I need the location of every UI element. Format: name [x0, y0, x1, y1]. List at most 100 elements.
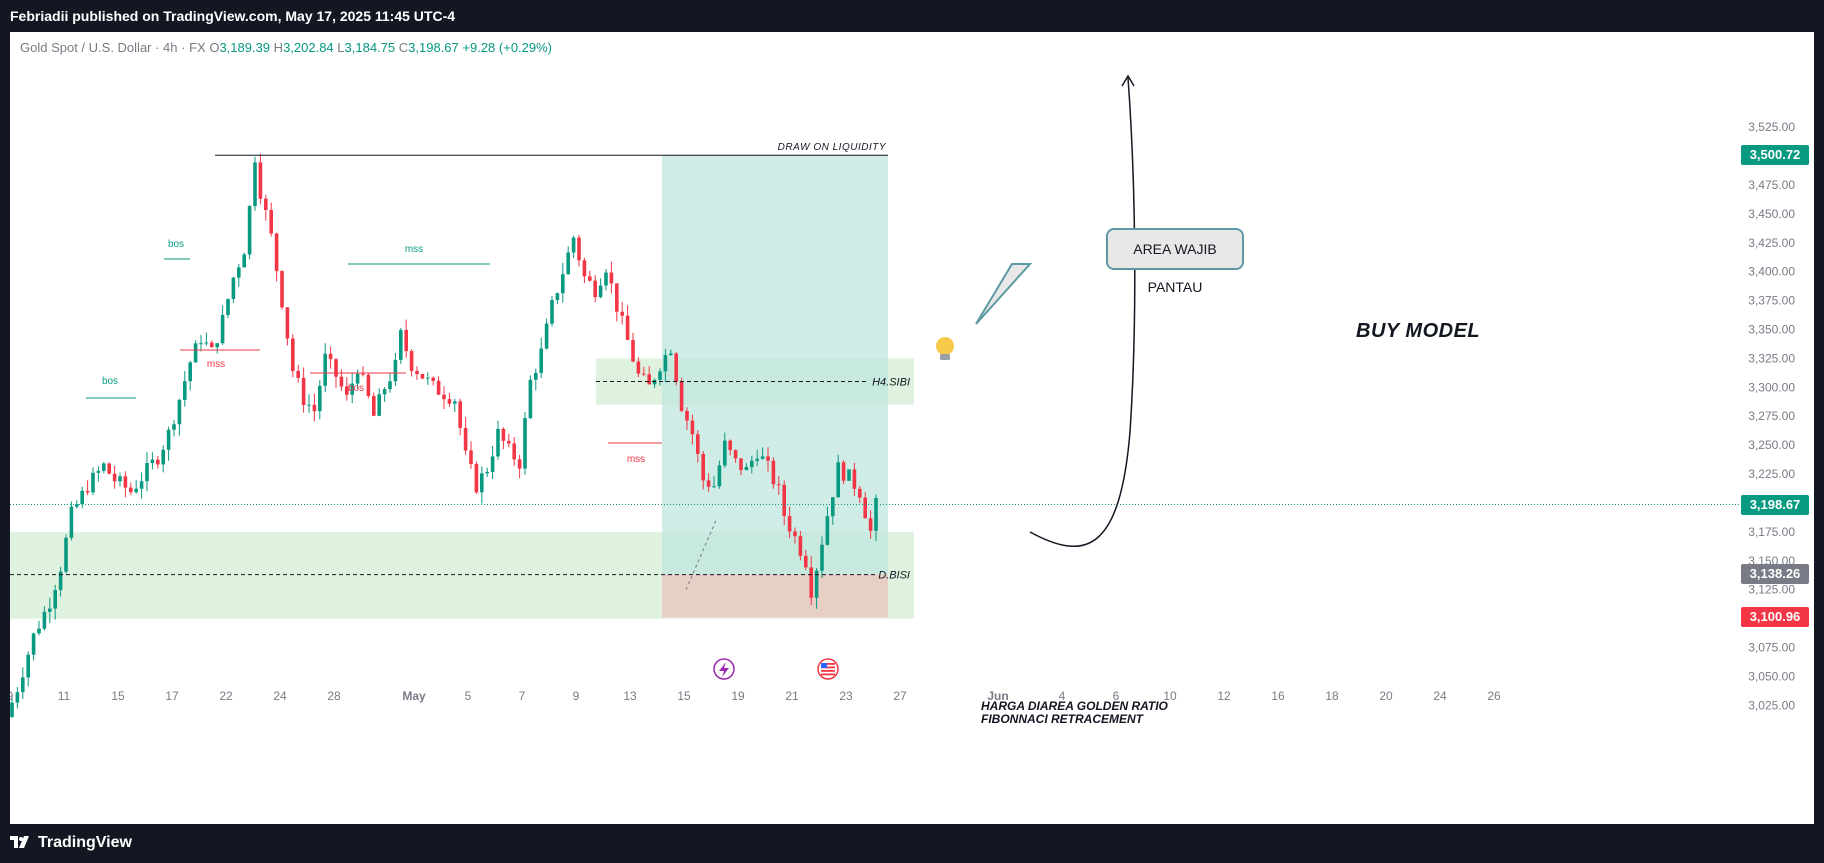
candle-body [393, 359, 398, 382]
note-line-2: FIBONNACI RETRACEMENT [981, 712, 1143, 726]
lightbulb-base [940, 354, 950, 360]
bos-label-1: bos [102, 376, 118, 387]
y-tick-label: 3,275.00 [1748, 409, 1795, 423]
candle-body [215, 343, 219, 348]
candlestick-chart[interactable]: 3,025.003,050.003,075.003,100.003,125.00… [10, 32, 1814, 824]
candle-body [507, 440, 511, 444]
candle-body [334, 359, 338, 377]
candle [728, 439, 732, 456]
candle [593, 275, 597, 303]
tradingview-brand: TradingView [38, 834, 132, 851]
candle-body [372, 396, 376, 416]
candle [393, 352, 398, 386]
tradingview-logo-icon [10, 836, 29, 848]
candle-body [345, 386, 349, 395]
candle [706, 473, 711, 492]
candles-layer [10, 153, 878, 719]
candle [48, 597, 52, 624]
candle [134, 480, 138, 494]
candle-body [296, 370, 300, 378]
candle [85, 480, 90, 496]
footer-bar: TradingView [0, 824, 1824, 863]
candle [285, 307, 290, 346]
candle-body [755, 458, 759, 461]
candle [323, 343, 327, 393]
buy-model-label: BUY MODEL [1356, 320, 1481, 342]
candle-body [685, 410, 689, 421]
candle [442, 386, 446, 409]
candle [750, 455, 754, 474]
candle-body [598, 285, 603, 298]
candle-body [204, 342, 209, 344]
candle [199, 335, 203, 352]
symbol-legend: Gold Spot / U.S. Dollar · 4h · FX O3,189… [20, 40, 552, 55]
candle-body [134, 488, 138, 493]
candle-body [782, 484, 786, 516]
candle [350, 373, 354, 404]
candle [744, 463, 749, 471]
candle-body [469, 450, 473, 464]
candle-body [231, 277, 236, 299]
candle [339, 369, 344, 391]
candle-body [48, 608, 52, 612]
candle-body [399, 329, 403, 360]
x-tick-label: 17 [165, 689, 179, 703]
candle-body [847, 469, 851, 481]
candle [183, 371, 187, 407]
bos-label-2: bos [168, 239, 184, 250]
candle [102, 461, 106, 474]
y-tick-label: 3,325.00 [1748, 351, 1795, 365]
candle-body [91, 472, 95, 493]
candle [501, 427, 506, 450]
candle-body [625, 315, 630, 340]
candle-body [496, 428, 500, 457]
candle [291, 334, 295, 378]
lightbulb-glass [936, 337, 954, 355]
candle [820, 536, 824, 578]
golden-ratio-note: HARGA DIAREA GOLDEN RATIO FIBONNACI RETR… [981, 700, 1168, 726]
x-tick-label: 26 [1487, 689, 1501, 703]
candle [615, 283, 619, 322]
candle [58, 566, 63, 597]
candle [458, 398, 462, 436]
candle-body [350, 383, 354, 395]
candle-body [442, 394, 446, 400]
candle [723, 432, 727, 468]
y-tick-label: 3,250.00 [1748, 438, 1795, 452]
time-axis: 9 11 15 17 22 24 28 May 5 7 9 13 15 19 21 23 27 Jun 4 6 10 12… [10, 689, 1501, 703]
candle-body [96, 470, 101, 473]
x-tick-label: 11 [58, 689, 71, 703]
candle [733, 449, 738, 463]
candle-body [528, 379, 533, 419]
zones-layer [10, 155, 914, 619]
candle [312, 393, 317, 422]
candle [798, 531, 803, 561]
candle [242, 252, 246, 268]
candle-body [647, 374, 651, 385]
candle-body [814, 570, 819, 598]
candle [523, 411, 527, 475]
candle-body [361, 373, 365, 375]
candle-body [145, 463, 149, 482]
candle [172, 420, 176, 437]
overlay-layer: bos bos mss bos mss mss DRAW ON LIQUIDITY H4.SI… [10, 74, 1740, 680]
candle [345, 377, 349, 401]
x-tick-label: 16 [1271, 689, 1285, 703]
flag-stripe [821, 670, 835, 672]
candle-body [658, 371, 662, 380]
candle-body [760, 456, 765, 459]
candle-body [366, 374, 371, 397]
stop-zone [662, 574, 888, 618]
candle-body [188, 362, 192, 382]
candle [663, 348, 668, 383]
candle-body [237, 267, 241, 278]
tradingview-logo[interactable]: TradingView [10, 834, 132, 852]
candle-body [674, 353, 678, 382]
callout-area-wajib-pantau[interactable]: AREA WAJIB PANTAU [1106, 228, 1244, 295]
candle [220, 305, 225, 345]
candle [771, 457, 776, 489]
candle [474, 461, 479, 494]
candle-body [582, 260, 587, 277]
candle [210, 340, 214, 348]
candle-body [31, 633, 36, 655]
